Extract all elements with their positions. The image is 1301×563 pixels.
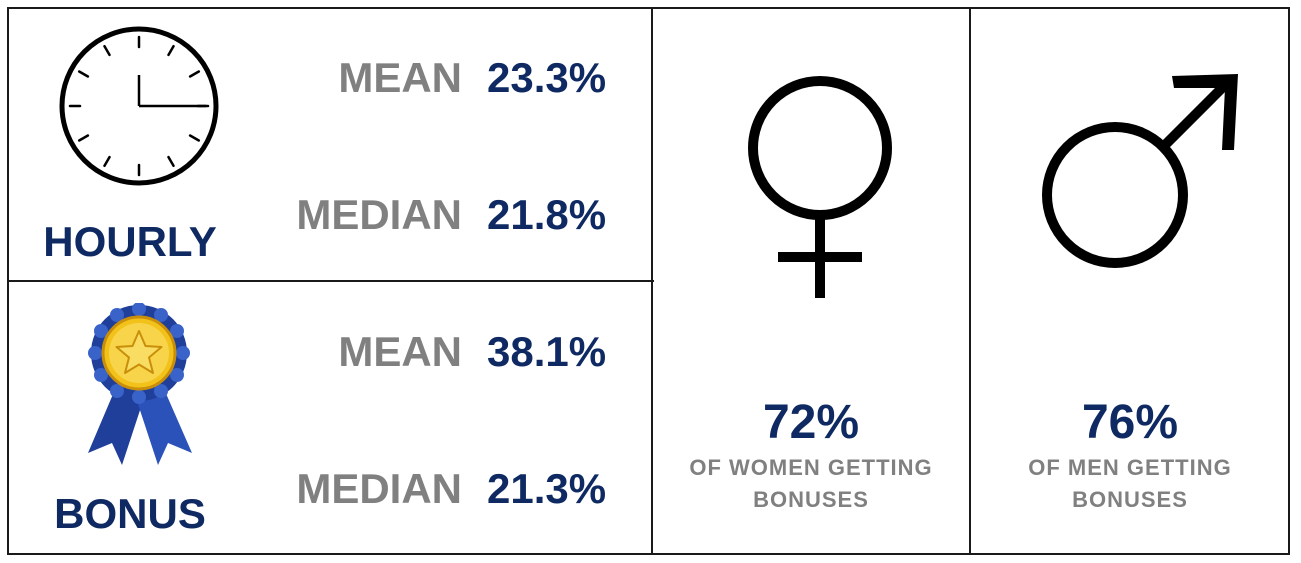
women-percent: 72% <box>762 396 860 449</box>
men-caption-line1: OF MEN GETTING <box>1028 455 1232 480</box>
hourly-mean-value: 23.3% <box>487 54 607 101</box>
men-caption-line2: BONUSES <box>1072 487 1188 512</box>
bonus-mean-value: 38.1% <box>487 328 607 375</box>
divider-right <box>969 7 971 555</box>
bonus-median-label: MEDIAN <box>296 465 462 512</box>
bonus-median-value: 21.3% <box>487 465 607 512</box>
female-symbol-icon <box>748 76 892 298</box>
bonus-title: BONUS <box>54 490 206 537</box>
men-percent: 76% <box>1081 396 1179 449</box>
hourly-median-value: 21.8% <box>487 191 607 238</box>
bonus-mean-label: MEAN <box>338 328 462 375</box>
divider-horizontal <box>7 280 654 282</box>
clock-icon <box>59 26 219 186</box>
hourly-median-label: MEDIAN <box>296 191 462 238</box>
hourly-title: HOURLY <box>43 218 217 265</box>
women-caption-line2: BONUSES <box>753 487 869 512</box>
women-caption-line1: OF WOMEN GETTING <box>689 455 933 480</box>
male-symbol-icon <box>1042 74 1238 268</box>
hourly-mean-label: MEAN <box>338 54 462 101</box>
award-ribbon-icon <box>88 303 192 465</box>
